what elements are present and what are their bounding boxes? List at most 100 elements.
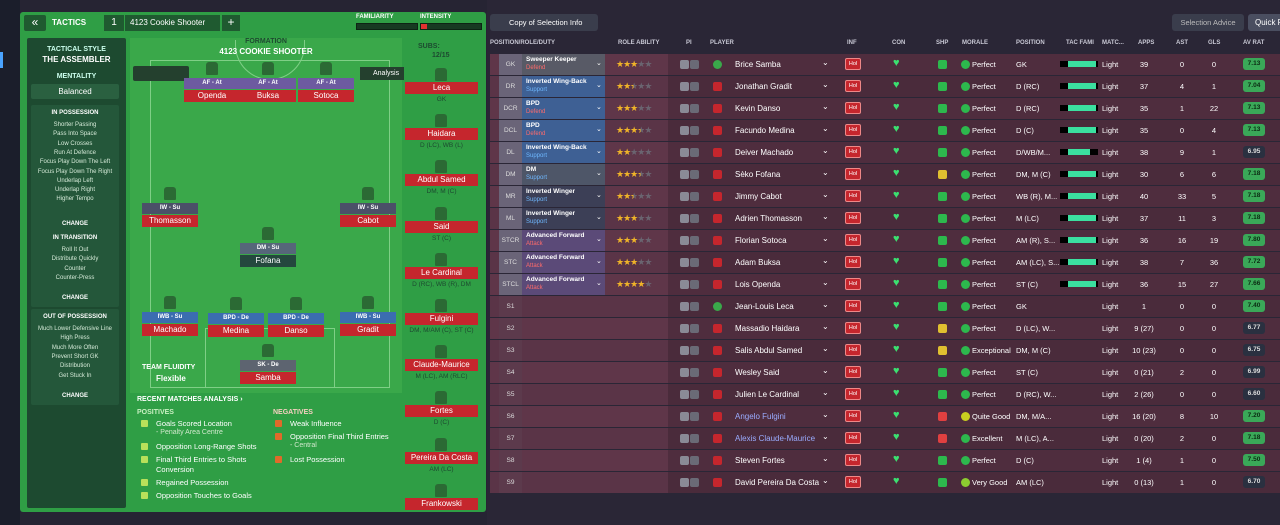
player-name[interactable]: Kevin Danso (735, 104, 781, 113)
view-toggles[interactable] (133, 66, 189, 81)
sub-name[interactable]: Said (405, 220, 478, 233)
change-button[interactable]: CHANGE (61, 392, 88, 399)
sub-name[interactable]: Claude-Maurice (405, 359, 478, 372)
column-header[interactable]: CON (892, 40, 906, 46)
player-role[interactable]: AF - At (298, 78, 354, 89)
formation-name[interactable]: 4123 COOKIE SHOOTER (219, 47, 313, 56)
sub-name[interactable]: Abdul Samed (405, 174, 478, 187)
player-shirt (262, 62, 274, 75)
player-name[interactable]: Thomasson (142, 215, 198, 227)
selection-advice[interactable]: Selection Advice (1172, 14, 1244, 31)
role-box[interactable] (522, 98, 605, 119)
match-load: Light (1102, 148, 1119, 157)
column-header[interactable]: POSITION (1016, 40, 1045, 46)
sub-name[interactable]: Leca (405, 82, 478, 94)
player-name[interactable]: David Pereira Da Costa (735, 478, 820, 487)
sub-name[interactable]: Fortes (405, 405, 478, 418)
role-box[interactable] (522, 274, 605, 295)
column-header[interactable]: TAC FAMI (1066, 40, 1094, 46)
player-name[interactable]: Massadio Haidara (735, 324, 800, 333)
change-button[interactable]: CHANGE (61, 294, 88, 301)
analysis-item: Weak Influence (290, 419, 342, 428)
player-role[interactable]: AF - At (184, 78, 240, 89)
player-name[interactable]: Jean-Louis Leca (735, 302, 794, 311)
add-button[interactable]: + (222, 15, 240, 31)
player-name[interactable]: Jimmy Cabot (735, 192, 782, 201)
slot-cell: DL (499, 142, 522, 163)
column-header[interactable]: GLS (1208, 40, 1221, 46)
tactic-dropdown[interactable]: 4123 Cookie Shooter (125, 15, 220, 31)
player-name[interactable]: Machado (142, 324, 198, 336)
player-role[interactable]: BPD - De (268, 313, 324, 324)
player-role[interactable]: BPD - De (208, 313, 264, 324)
player-name[interactable]: Julien Le Cardinal (735, 390, 800, 399)
player-name[interactable]: Facundo Medina (735, 126, 795, 135)
player-role[interactable]: IW - Su (340, 203, 396, 214)
back-button[interactable]: « (24, 15, 46, 31)
slot-cell: S1 (499, 296, 522, 317)
role-box[interactable] (522, 164, 605, 185)
quick-pick[interactable]: Quick Pick (1248, 14, 1280, 31)
player-name[interactable]: Alexis Claude-Maurice (735, 434, 816, 443)
player-name[interactable]: Gradit (340, 324, 396, 336)
analysis-title[interactable]: RECENT MATCHES ANALYSIS › (137, 396, 243, 403)
player-name[interactable]: Buksa (240, 90, 296, 102)
sub-name[interactable]: Frankowski (405, 497, 478, 510)
analysis-button[interactable]: Analysis (360, 67, 404, 80)
sub-name[interactable]: Pereira Da Costa (405, 451, 478, 464)
role-box[interactable] (522, 76, 605, 97)
sub-name[interactable]: Fulgini (405, 313, 478, 325)
sub-name[interactable]: Haidara (405, 128, 478, 141)
column-header[interactable]: PLAYER (710, 40, 734, 46)
player-name[interactable]: Cabot (340, 215, 396, 227)
role-box[interactable] (522, 186, 605, 207)
player-name[interactable]: Medina (208, 325, 264, 337)
player-name[interactable]: Lois Openda (735, 280, 781, 289)
player-role[interactable]: IWB - Su (142, 312, 198, 323)
column-header[interactable]: AV RAT (1243, 40, 1265, 46)
role-box[interactable] (522, 54, 605, 75)
inf-badge: Hol (845, 212, 861, 224)
player-role[interactable]: IW - Su (142, 203, 198, 214)
role-box[interactable] (522, 142, 605, 163)
player-name[interactable]: Sèko Fofana (735, 170, 781, 179)
player-name[interactable]: Sotoca (298, 90, 354, 102)
player-name[interactable]: Fofana (240, 255, 296, 267)
role-box[interactable] (522, 120, 605, 141)
player-role[interactable]: AF - At (240, 78, 296, 89)
column-header[interactable]: PI (686, 40, 692, 46)
player-role[interactable]: SK - De (240, 360, 296, 371)
player-name[interactable]: Brice Samba (735, 60, 781, 69)
slot-number[interactable]: 1 (104, 15, 124, 31)
change-button[interactable]: CHANGE (61, 220, 88, 227)
role-duty: Attack (526, 241, 543, 247)
player-name[interactable]: Steven Fortes (735, 456, 785, 465)
player-name[interactable]: Florian Sotoca (735, 236, 787, 245)
role-box[interactable] (522, 230, 605, 251)
player-name[interactable]: Salis Abdul Samed (735, 346, 803, 355)
player-name[interactable]: Angelo Fulgini (735, 412, 786, 421)
column-header[interactable]: SHP (936, 40, 949, 46)
player-name[interactable]: Openda (184, 90, 240, 102)
player-name[interactable]: Wesley Said (735, 368, 780, 377)
player-name[interactable]: Deiver Machado (735, 148, 794, 157)
sub-name[interactable]: Le Cardinal (405, 266, 478, 279)
column-header[interactable]: POSITION/ROLE/DUTY (490, 40, 556, 46)
copy-dropdown[interactable]: Copy of Selection Info (490, 14, 598, 31)
role-box[interactable] (522, 208, 605, 229)
column-header[interactable]: MATC... (1102, 40, 1124, 46)
player-name[interactable]: Jonathan Gradit (735, 82, 792, 91)
player-name[interactable]: Adrien Thomasson (735, 214, 802, 223)
player-name[interactable]: Samba (240, 372, 296, 384)
role-box[interactable] (522, 252, 605, 273)
player-role[interactable]: DM - Su (240, 243, 296, 254)
column-header[interactable]: MORALE (962, 40, 988, 46)
player-name[interactable]: Adam Buksa (735, 258, 781, 267)
player-role[interactable]: IWB - Su (340, 312, 396, 323)
column-header[interactable]: APPS (1138, 40, 1155, 46)
column-header[interactable]: AST (1176, 40, 1188, 46)
player-name[interactable]: Danso (268, 325, 324, 337)
mentality-dropdown[interactable]: Balanced (31, 84, 119, 99)
column-header[interactable]: ROLE ABILITY (618, 40, 660, 46)
column-header[interactable]: INF (847, 40, 857, 46)
